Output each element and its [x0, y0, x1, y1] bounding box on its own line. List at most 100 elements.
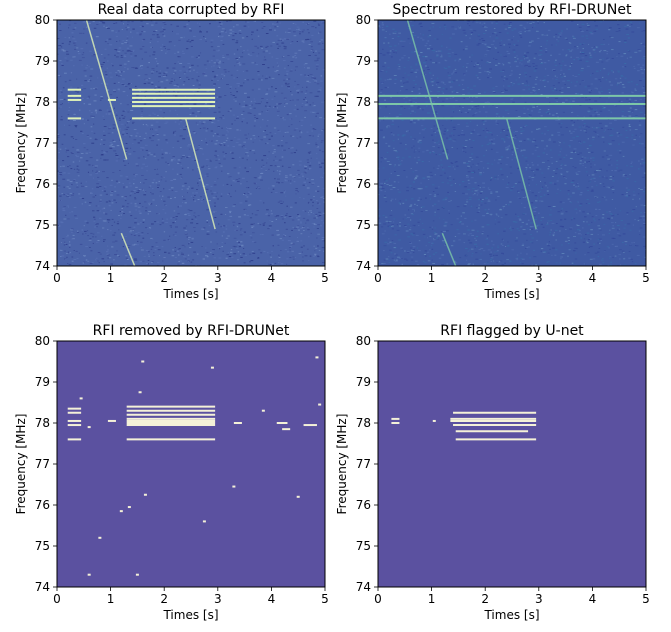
noise-pixel — [126, 36, 129, 38]
noise-pixel — [136, 165, 139, 167]
noise-pixel — [306, 101, 308, 103]
noise-pixel — [277, 201, 280, 203]
noise-pixel — [551, 44, 553, 46]
noise-pixel — [642, 78, 645, 80]
noise-pixel — [411, 147, 413, 149]
noise-pixel — [419, 87, 422, 88]
noise-pixel — [453, 111, 455, 113]
noise-pixel — [560, 65, 563, 67]
noise-pixel — [505, 78, 509, 80]
noise-pixel — [559, 34, 562, 36]
noise-pixel — [276, 170, 278, 172]
noise-pixel — [443, 231, 446, 233]
noise-pixel — [81, 203, 83, 205]
noise-pixel — [560, 74, 562, 75]
noise-pixel — [626, 194, 628, 196]
noise-pixel — [126, 95, 128, 97]
noise-pixel — [197, 149, 199, 151]
noise-pixel — [601, 106, 604, 108]
noise-pixel — [96, 223, 99, 225]
noise-pixel — [617, 24, 620, 26]
noise-pixel — [72, 161, 75, 163]
noise-pixel — [599, 183, 602, 185]
noise-pixel — [410, 256, 414, 258]
noise-pixel — [265, 93, 268, 95]
noise-pixel — [538, 128, 541, 130]
noise-pixel — [67, 234, 69, 236]
noise-pixel — [274, 156, 277, 158]
noise-pixel — [230, 249, 233, 251]
noise-pixel — [107, 245, 109, 247]
noise-pixel — [91, 192, 93, 194]
noise-pixel — [564, 64, 567, 66]
noise-pixel — [473, 66, 476, 68]
noise-pixel — [312, 128, 315, 130]
noise-pixel — [530, 169, 534, 171]
noise-pixel — [541, 161, 545, 163]
noise-pixel — [404, 72, 407, 74]
noise-pixel — [563, 176, 566, 177]
noise-pixel — [607, 217, 610, 219]
noise-pixel — [510, 70, 513, 72]
noise-pixel — [90, 115, 93, 117]
noise-pixel — [529, 241, 533, 243]
noise-pixel — [92, 236, 94, 238]
noise-pixel — [206, 173, 209, 175]
noise-pixel — [156, 71, 158, 73]
noise-pixel — [623, 66, 627, 68]
noise-pixel — [195, 122, 198, 124]
noise-pixel — [405, 81, 408, 83]
noise-pixel — [422, 109, 424, 111]
noise-pixel — [496, 113, 499, 114]
noise-pixel — [277, 244, 280, 246]
noise-pixel — [510, 189, 513, 191]
noise-pixel — [416, 162, 418, 164]
noise-pixel — [196, 223, 199, 225]
noise-pixel — [284, 105, 286, 107]
noise-pixel — [608, 97, 610, 99]
noise-pixel — [253, 98, 255, 100]
noise-pixel — [446, 46, 448, 48]
noise-pixel — [629, 129, 632, 131]
noise-pixel — [165, 139, 168, 141]
noise-pixel — [448, 179, 452, 181]
noise-pixel — [417, 119, 420, 121]
noise-pixel — [536, 231, 538, 233]
noise-pixel — [627, 81, 631, 83]
noise-pixel — [87, 95, 91, 97]
noise-pixel — [217, 68, 219, 69]
noise-pixel — [122, 246, 125, 248]
noise-pixel — [167, 196, 170, 198]
noise-pixel — [59, 104, 63, 105]
noise-pixel — [83, 225, 85, 227]
noise-pixel — [558, 63, 561, 65]
noise-pixel — [450, 132, 453, 134]
noise-pixel — [552, 233, 555, 235]
noise-pixel — [172, 249, 174, 251]
noise-pixel — [490, 44, 494, 46]
noise-pixel — [238, 246, 242, 248]
noise-pixel — [83, 143, 86, 145]
noise-pixel — [639, 111, 643, 113]
noise-pixel — [634, 51, 638, 53]
noise-pixel — [419, 22, 422, 24]
noise-pixel — [60, 222, 64, 224]
noise-pixel — [66, 53, 70, 55]
noise-pixel — [640, 163, 642, 165]
noise-pixel — [68, 253, 71, 255]
noise-pixel — [121, 78, 125, 80]
noise-pixel — [438, 153, 442, 155]
noise-pixel — [574, 46, 576, 48]
noise-pixel — [507, 137, 511, 139]
noise-pixel — [103, 25, 105, 27]
noise-pixel — [615, 55, 618, 57]
noise-pixel — [631, 242, 633, 244]
noise-pixel — [292, 135, 295, 137]
noise-pixel — [100, 201, 102, 203]
noise-pixel — [98, 21, 101, 23]
noise-pixel — [465, 35, 467, 37]
noise-pixel — [286, 205, 288, 207]
noise-pixel — [612, 256, 614, 258]
noise-pixel — [239, 234, 243, 236]
noise-pixel — [434, 111, 438, 113]
